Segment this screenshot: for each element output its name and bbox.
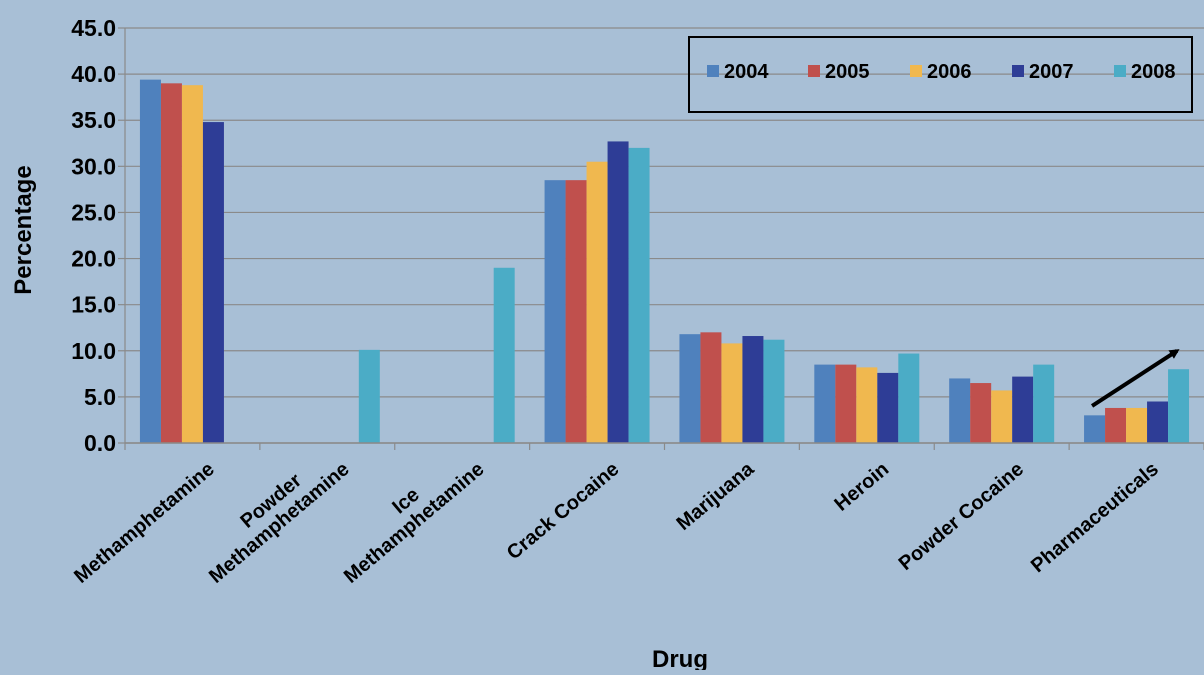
bar-2004-4 [679, 334, 701, 443]
bar-2004-3 [544, 180, 566, 443]
bar-2004-6 [949, 378, 971, 443]
y-tick-label: 25.0 [71, 199, 116, 225]
legend-swatch-2007 [1012, 65, 1024, 77]
y-tick-label: 10.0 [71, 338, 116, 364]
bar-2007-6 [1012, 376, 1034, 443]
trend-arrow [1090, 349, 1180, 408]
bar-2005-6 [970, 383, 992, 443]
x-tick-label: Pharmaceuticals [1027, 458, 1163, 577]
bar-2006-5 [856, 367, 878, 443]
y-tick-label: 40.0 [71, 61, 116, 87]
bar-2006-4 [721, 343, 743, 443]
bar-2005-5 [835, 364, 857, 443]
bar-2007-0 [202, 122, 224, 444]
legend-swatch-2006 [910, 65, 922, 77]
bar-2006-0 [181, 85, 203, 443]
y-tick-label: 15.0 [71, 292, 116, 318]
legend-label-2005: 2005 [825, 61, 870, 83]
x-tick-label: Heroin [831, 458, 894, 516]
bar-2006-3 [586, 161, 608, 443]
x-tick-label-line: Methamphetamine [340, 458, 489, 588]
bar-2005-3 [565, 180, 587, 443]
x-tick-label-line: Crack Cocaine [503, 458, 624, 564]
x-tick-label-line: Methamphetamine [205, 458, 354, 588]
y-tick-label: 5.0 [84, 384, 116, 410]
legend-swatch-2004 [707, 65, 719, 77]
bar-2005-7 [1105, 407, 1127, 443]
legend-label-2006: 2006 [927, 61, 972, 83]
legend-label-2004: 2004 [724, 61, 769, 83]
bar-2008-7 [1168, 369, 1190, 443]
bar-2005-0 [160, 83, 182, 443]
bar-2004-5 [814, 364, 836, 443]
bar-2008-3 [628, 147, 650, 443]
y-tick-label: 0.0 [84, 430, 116, 456]
bar-2008-2 [493, 267, 515, 443]
x-tick-label: PowderMethamphetamine [191, 441, 354, 588]
x-axis-title: Drug [652, 646, 708, 670]
y-tick-label: 45.0 [71, 15, 116, 41]
bar-2008-1 [358, 349, 380, 443]
y-axis-title: Percentage [10, 165, 37, 294]
bar-2008-5 [898, 353, 920, 443]
x-tick-label-line: Pharmaceuticals [1027, 458, 1163, 577]
legend-box [688, 36, 1193, 113]
x-tick-label: Crack Cocaine [503, 458, 624, 564]
bar-2006-7 [1126, 407, 1148, 443]
x-tick-label-line: Methamphetamine [70, 458, 219, 588]
y-tick-label: 20.0 [71, 246, 116, 272]
y-tick-label: 35.0 [71, 107, 116, 133]
x-tick-label: Powder Cocaine [895, 458, 1028, 575]
x-tick-label: Methamphetamine [70, 458, 219, 588]
bar-2007-7 [1147, 401, 1169, 443]
y-tick-label: 30.0 [71, 153, 116, 179]
x-tick-label-line: Heroin [831, 458, 894, 516]
bar-2007-5 [877, 372, 899, 443]
bar-2004-0 [139, 79, 161, 444]
x-tick-label: Marijuana [673, 458, 759, 535]
bar-2004-7 [1084, 415, 1106, 443]
legend-swatch-2005 [808, 65, 820, 77]
bar-2005-4 [700, 332, 722, 443]
x-tick-label-line: Marijuana [673, 458, 759, 535]
x-tick-label-line: Powder Cocaine [895, 458, 1028, 575]
bar-2007-3 [607, 141, 629, 443]
bar-2008-6 [1033, 364, 1055, 443]
legend-label-2007: 2007 [1029, 61, 1074, 83]
legend-swatch-2008 [1114, 65, 1126, 77]
legend-label-2008: 2008 [1131, 61, 1176, 83]
bar-2006-6 [991, 390, 1013, 443]
bar-2007-4 [742, 336, 764, 443]
bar-2008-4 [763, 339, 785, 443]
x-tick-label: IceMethamphetamine [326, 441, 489, 588]
